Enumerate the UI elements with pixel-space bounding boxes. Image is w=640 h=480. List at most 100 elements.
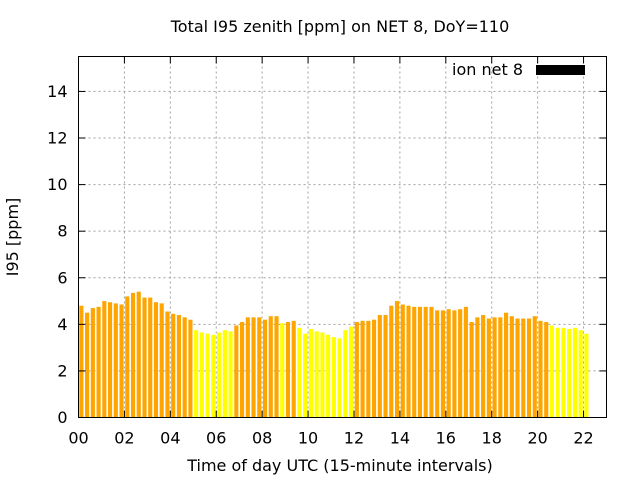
bar (435, 310, 440, 418)
bar (492, 317, 497, 418)
y-tick-label: 10 (47, 175, 67, 194)
bar (153, 302, 159, 418)
bar (308, 329, 313, 418)
x-tick-label: 22 (573, 429, 593, 448)
bar (119, 304, 124, 418)
bar (102, 301, 107, 418)
bar (234, 325, 239, 418)
x-tick-label: 08 (252, 429, 272, 448)
bar (331, 337, 336, 418)
bar (509, 316, 514, 418)
bar (79, 305, 84, 418)
bar (85, 312, 90, 418)
bar (182, 317, 187, 418)
y-tick-label: 6 (57, 268, 67, 287)
bar (446, 309, 451, 418)
bar (303, 333, 308, 418)
ticks-layer (78, 56, 607, 418)
bar (578, 330, 583, 418)
bar (148, 297, 153, 418)
bar (394, 301, 400, 418)
bar (240, 322, 245, 418)
bar (469, 322, 474, 418)
x-tick-label: 18 (482, 429, 502, 448)
bar (423, 306, 428, 418)
bar (584, 333, 589, 418)
bar (400, 304, 405, 418)
y-axis-label: I95 [ppm] (3, 198, 22, 277)
bar (526, 318, 532, 418)
bar (429, 306, 434, 418)
y-tick-label: 8 (57, 222, 67, 241)
bar (222, 330, 227, 418)
bar (113, 303, 118, 418)
y-tick-label: 4 (57, 315, 67, 334)
bar (544, 322, 549, 418)
bar (262, 319, 268, 418)
bar (297, 327, 302, 418)
bar (360, 320, 365, 418)
bar (165, 311, 170, 418)
bar (176, 315, 181, 418)
x-tick-label: 16 (436, 429, 456, 448)
x-tick-label: 06 (206, 429, 226, 448)
bar (343, 330, 348, 418)
y-tick-label: 2 (57, 361, 67, 380)
bar (245, 317, 250, 418)
bar (96, 306, 101, 418)
x-tick-label: 02 (114, 429, 134, 448)
y-tick-label: 14 (47, 82, 67, 101)
bar (199, 332, 204, 418)
bar (463, 306, 468, 418)
bar (159, 303, 164, 418)
bar (274, 316, 279, 418)
bar (377, 315, 382, 418)
x-tick-label: 12 (344, 429, 364, 448)
bar (389, 305, 394, 418)
bar (481, 315, 486, 418)
bar (320, 332, 325, 418)
bar (452, 310, 457, 418)
bar (228, 331, 233, 418)
bar (142, 297, 147, 418)
bar (549, 325, 555, 418)
bar (108, 302, 113, 418)
x-tick-label: 04 (160, 429, 180, 448)
bar (291, 320, 296, 418)
bar (268, 316, 273, 418)
x-tick-label: 10 (298, 429, 318, 448)
bar (285, 322, 291, 418)
bar (515, 318, 520, 418)
bar (572, 327, 577, 418)
bar (366, 320, 371, 418)
x-tick-label: 14 (390, 429, 410, 448)
chart-title: Total I95 zenith [ppm] on NET 8, DoY=110 (170, 17, 510, 36)
bars-layer (79, 291, 589, 418)
bar (130, 292, 136, 418)
bar (521, 318, 526, 418)
bar (412, 306, 417, 418)
bar (257, 317, 262, 418)
bar (372, 319, 377, 418)
bar (383, 315, 388, 418)
bar (406, 305, 411, 418)
bar (90, 308, 95, 418)
bar (125, 296, 130, 418)
y-tick-label: 12 (47, 129, 67, 148)
x-tick-label: 00 (68, 429, 88, 448)
bar (194, 330, 199, 418)
bar (567, 329, 572, 418)
bar (561, 327, 566, 418)
bar (417, 306, 423, 418)
bar (188, 319, 193, 418)
x-tick-label: 20 (527, 429, 547, 448)
bar (211, 334, 216, 418)
bar (217, 332, 222, 418)
bar (205, 333, 210, 418)
bar (251, 317, 256, 418)
legend-label: ion net 8 (452, 60, 523, 79)
bar (354, 322, 359, 418)
x-axis-label: Time of day UTC (15-minute intervals) (186, 456, 493, 475)
